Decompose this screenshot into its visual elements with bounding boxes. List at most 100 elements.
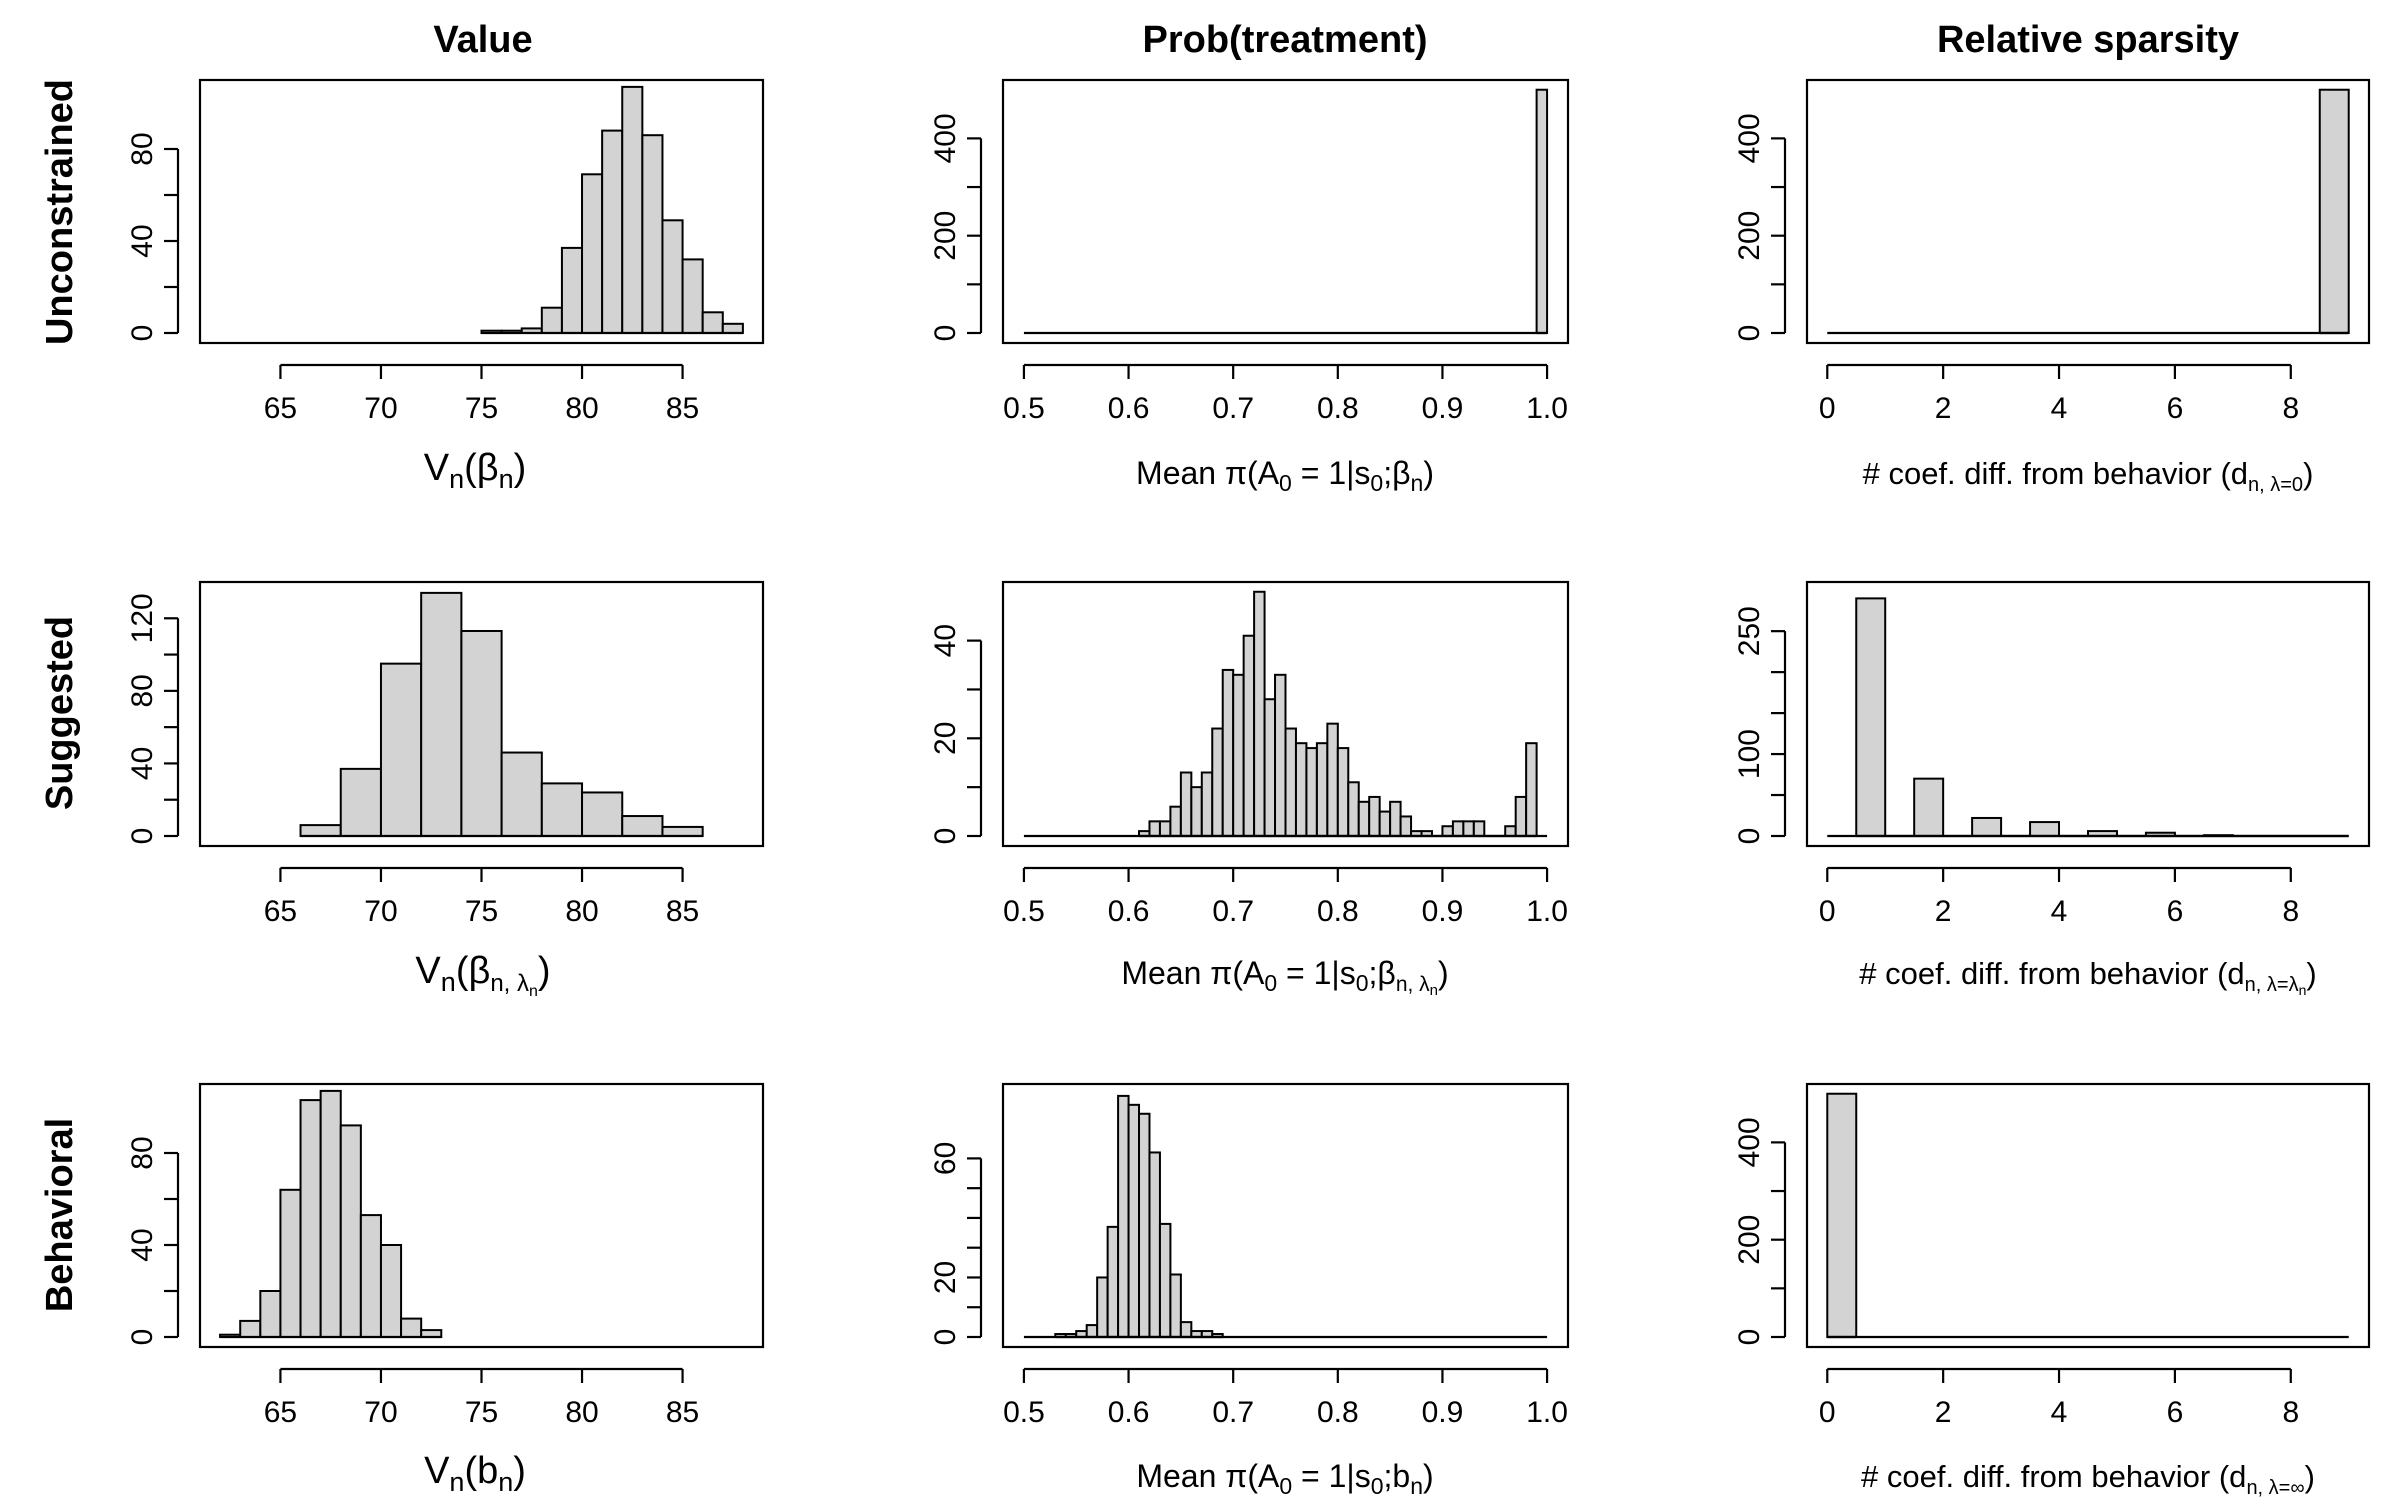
y-tick-label: 0 (126, 325, 159, 342)
histogram-bar (1399, 815, 1413, 838)
x-tick-label: 4 (2051, 895, 2068, 928)
y-tick-label: 0 (1733, 325, 1766, 342)
x-tick-label: 6 (2167, 1396, 2184, 1429)
histogram-bar (1378, 810, 1392, 837)
histogram-bar (1855, 597, 1887, 837)
x-tick-label: 2 (1935, 1396, 1952, 1429)
x-tick-label: 0.6 (1108, 392, 1150, 425)
histogram-bar (1525, 742, 1538, 838)
histogram-bar (1274, 673, 1287, 837)
histogram-bar (1451, 820, 1465, 837)
histogram-panel: 0.5 0.6 0.7 0.8 0.9 1.0 0 200 400 (929, 78, 1570, 425)
y-tick-label: 0 (1733, 1329, 1766, 1346)
x-tick-label: 0 (1819, 1396, 1836, 1429)
x-tick-label: 0.9 (1422, 392, 1464, 425)
y-tick-label: 80 (126, 674, 159, 707)
y-tick-label: 200 (929, 211, 962, 261)
histogram-panel: 0.5 0.6 0.7 0.8 0.9 1.0 0 20 40 (929, 580, 1570, 928)
histogram-bar (1462, 820, 1475, 837)
histogram-bar (420, 591, 463, 838)
histogram-bar (1826, 1092, 1858, 1338)
y-tick-label: 0 (1733, 828, 1766, 845)
xlabel-sparsity-unconstrained: # coef. diff. from behavior (dn, λ=0) (1863, 456, 2314, 496)
x-tick-label: 1.0 (1526, 1396, 1568, 1429)
y-tick-label: 400 (1733, 1117, 1766, 1167)
y-tick-label: 120 (126, 593, 159, 643)
x-tick-label: 4 (2051, 1396, 2068, 1429)
histogram-bar (1284, 727, 1297, 837)
y-tick-label: 40 (929, 624, 962, 657)
x-tick-label: 0.6 (1108, 895, 1150, 928)
histogram-bar (1232, 673, 1245, 837)
histogram-bar (279, 1188, 302, 1339)
panel-frame (1001, 580, 1570, 848)
histogram-bar (379, 662, 423, 838)
y-tick-label: 0 (929, 325, 962, 342)
x-tick-label: 70 (364, 1396, 397, 1429)
histogram-panel: 65 70 75 80 85 0 40 80 120 (126, 580, 765, 928)
xlabel-value-suggested: Vn(βn, λn) (415, 950, 550, 1000)
x-tick-label: 0.5 (1003, 1396, 1045, 1429)
x-tick-label: 0 (1819, 895, 1836, 928)
histogram-bar (1263, 698, 1277, 837)
histogram-bar (299, 824, 342, 837)
x-tick-label: 2 (1935, 895, 1952, 928)
x-tick-label: 70 (364, 895, 397, 928)
histogram-bar (1085, 1324, 1099, 1338)
histogram-bar (400, 1317, 423, 1338)
histogram-bar (500, 751, 543, 837)
x-tick-label: 6 (2167, 392, 2184, 425)
x-tick-label: 0.8 (1317, 1396, 1359, 1429)
histogram-bar (1305, 747, 1318, 837)
x-tick-label: 75 (465, 392, 498, 425)
x-tick-label: 65 (264, 1396, 297, 1429)
row-title-suggested: Suggested (39, 616, 81, 810)
y-tick-label: 40 (126, 747, 159, 780)
histogram-bar (1389, 800, 1402, 837)
histogram-bar (1357, 800, 1371, 837)
x-tick-label: 4 (2051, 392, 2068, 425)
histogram-bar (299, 1099, 322, 1338)
column-title-value: Value (433, 19, 532, 61)
y-tick-label: 40 (126, 224, 159, 257)
histogram-bar (1253, 590, 1266, 837)
histogram-panel: 0 2 4 6 8 0 100 250 (1733, 580, 2371, 928)
histogram-bar (1913, 777, 1945, 837)
x-tick-label: 8 (2282, 1396, 2299, 1429)
histogram-bar (1117, 1094, 1130, 1338)
histogram-bar (1315, 742, 1329, 838)
panel-frame (198, 580, 765, 848)
histogram-bar (1148, 1151, 1161, 1339)
histogram-bar (2318, 88, 2350, 334)
histogram-bar (1971, 816, 2003, 837)
histogram-bar (379, 1244, 403, 1338)
histogram-bar (1148, 820, 1161, 837)
histogram-bar (540, 306, 563, 335)
x-tick-label: 85 (666, 895, 699, 928)
x-tick-label: 1.0 (1526, 392, 1568, 425)
panel-frame (1001, 1082, 1570, 1349)
x-tick-label: 0 (1819, 392, 1836, 425)
x-tick-label: 65 (264, 895, 297, 928)
x-tick-label: 0.8 (1317, 895, 1359, 928)
histogram-bar (661, 825, 704, 838)
y-tick-label: 400 (1733, 113, 1766, 163)
histogram-panel: 0 2 4 6 8 0 200 400 (1733, 78, 2371, 425)
y-tick-label: 0 (126, 1329, 159, 1346)
histogram-bar (701, 311, 724, 334)
x-tick-label: 6 (2167, 895, 2184, 928)
y-tick-label: 200 (1733, 1215, 1766, 1265)
histogram-bar (621, 815, 664, 837)
histogram-bar (1127, 1103, 1141, 1339)
histogram-bar (621, 85, 644, 335)
histogram-bar (239, 1319, 262, 1339)
histogram-bar (581, 791, 624, 838)
histogram-bar (1106, 1225, 1120, 1339)
histogram-bar (1535, 88, 1549, 334)
x-tick-label: 0.7 (1212, 1396, 1254, 1429)
x-tick-label: 2 (1935, 392, 1952, 425)
x-tick-label: 85 (666, 1396, 699, 1429)
histogram-bar (1200, 771, 1214, 837)
histogram-bar (339, 767, 382, 837)
